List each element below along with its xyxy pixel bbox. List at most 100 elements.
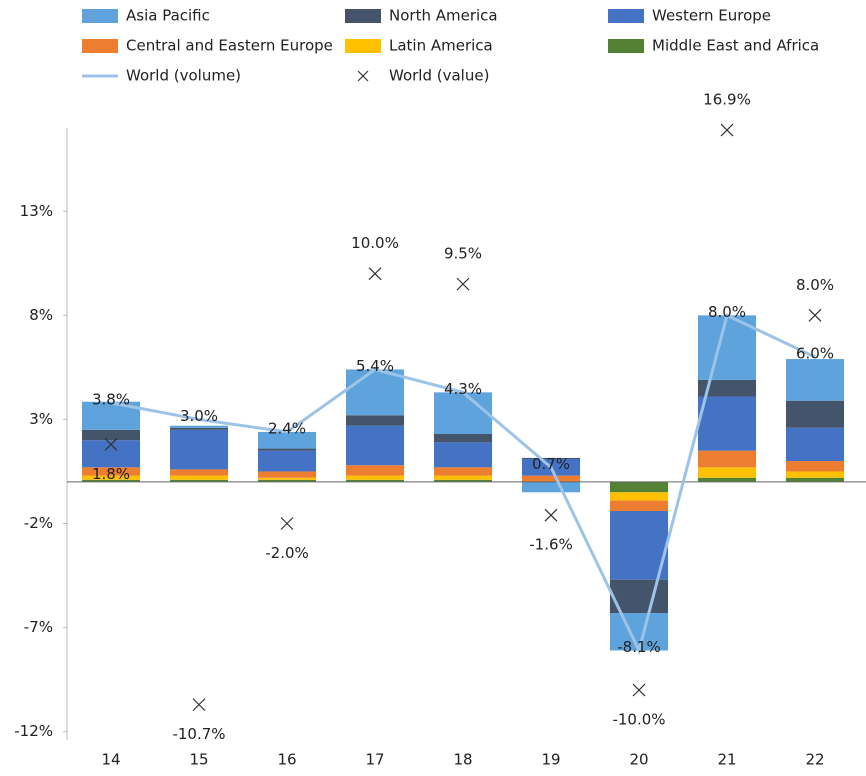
legend-label: Western Europe bbox=[652, 7, 771, 25]
y-tick-label: -12% bbox=[14, 722, 53, 740]
bar-segment bbox=[345, 479, 405, 482]
legend-label: Middle East and Africa bbox=[652, 37, 819, 55]
legend-label: World (volume) bbox=[126, 67, 241, 85]
bar-segment bbox=[433, 479, 493, 482]
x-tick-label: 20 bbox=[629, 751, 648, 769]
volume-label: 4.3% bbox=[444, 380, 482, 398]
bar-segment bbox=[521, 475, 581, 482]
bar-segment bbox=[433, 434, 493, 443]
value-marker bbox=[104, 437, 118, 451]
bar-segment bbox=[345, 475, 405, 480]
x-tick-label: 22 bbox=[805, 751, 824, 769]
volume-label: 6.0% bbox=[796, 344, 834, 362]
bar-segment bbox=[345, 369, 405, 416]
bar-segment bbox=[785, 359, 845, 401]
bar-segment bbox=[609, 613, 669, 651]
value-label: -10.0% bbox=[612, 711, 665, 729]
volume-label: 8.0% bbox=[708, 303, 746, 321]
legend-label: Asia Pacific bbox=[126, 7, 210, 25]
bar-segment bbox=[785, 400, 845, 428]
value-marker bbox=[192, 698, 206, 712]
bar-segment bbox=[257, 450, 317, 472]
volume-label: -8.1% bbox=[617, 638, 661, 656]
bar-segment bbox=[433, 475, 493, 480]
bar-segment bbox=[169, 429, 229, 470]
bar-segment bbox=[345, 465, 405, 476]
value-label: -2.0% bbox=[265, 544, 309, 562]
volume-label: 3.8% bbox=[92, 390, 130, 408]
x-tick-label: 17 bbox=[365, 751, 384, 769]
line bbox=[110, 313, 816, 655]
bar-segment bbox=[257, 431, 317, 449]
legend-label: North America bbox=[389, 7, 498, 25]
legend-label: Latin America bbox=[389, 37, 493, 55]
bar-segment bbox=[169, 479, 229, 482]
x-tick-label: 15 bbox=[189, 751, 208, 769]
y-tick-label: 13% bbox=[20, 202, 53, 220]
x-tick-label: 18 bbox=[453, 751, 472, 769]
bar-segment bbox=[257, 477, 317, 480]
y-tick-label: -7% bbox=[24, 618, 53, 636]
legend-swatch bbox=[82, 9, 118, 23]
bar-segment bbox=[521, 481, 581, 493]
legend-swatch bbox=[345, 9, 381, 23]
bar-segment bbox=[785, 427, 845, 462]
bar-segment bbox=[81, 475, 141, 480]
bar-segment bbox=[609, 481, 669, 493]
y-tick-label: -2% bbox=[24, 514, 53, 532]
bar-segment bbox=[433, 392, 493, 434]
bar-segment bbox=[697, 477, 757, 482]
bar-segment bbox=[433, 442, 493, 468]
value-marker bbox=[632, 683, 646, 697]
bar-segment bbox=[785, 477, 845, 482]
bar-segment bbox=[169, 475, 229, 480]
legend-swatch bbox=[608, 39, 644, 53]
bar-segment bbox=[169, 469, 229, 476]
legend-label: World (value) bbox=[389, 67, 489, 85]
bar-segment bbox=[609, 492, 669, 501]
value-marker bbox=[544, 508, 558, 522]
value-label: 16.9% bbox=[703, 91, 751, 109]
x-tick-label: 14 bbox=[101, 751, 120, 769]
bar-segment bbox=[785, 471, 845, 478]
bar-segment bbox=[521, 457, 581, 459]
bar-segment bbox=[257, 471, 317, 478]
value-label: 10.0% bbox=[351, 234, 399, 252]
legend-marker bbox=[357, 70, 369, 82]
value-label: 9.5% bbox=[444, 245, 482, 263]
bar-segment bbox=[697, 450, 757, 468]
volume-label: 0.7% bbox=[532, 455, 570, 473]
bar-segment bbox=[169, 425, 229, 428]
value-marker bbox=[456, 277, 470, 291]
value-marker bbox=[808, 308, 822, 322]
volume-label: 3.0% bbox=[180, 407, 218, 425]
y-tick-label: 3% bbox=[29, 410, 53, 428]
legend-swatch bbox=[608, 9, 644, 23]
bar-segment bbox=[697, 379, 757, 397]
bar-segment bbox=[433, 467, 493, 476]
bar-segment bbox=[697, 396, 757, 451]
value-marker bbox=[280, 517, 294, 530]
bar-segment bbox=[257, 479, 317, 482]
x-tick-label: 19 bbox=[541, 751, 560, 769]
value-label: -1.6% bbox=[529, 536, 573, 554]
value-label: 1.8% bbox=[92, 465, 130, 483]
bar-segment bbox=[81, 479, 141, 482]
legend-swatch bbox=[345, 39, 381, 53]
value-marker bbox=[720, 123, 734, 137]
legend-swatch bbox=[82, 39, 118, 53]
value-marker bbox=[368, 267, 382, 281]
bar-segment bbox=[609, 511, 669, 580]
bar-segment bbox=[81, 429, 141, 441]
volume-label: 2.4% bbox=[268, 419, 306, 437]
bar-segment bbox=[169, 427, 229, 430]
legend-label: Central and Eastern Europe bbox=[126, 37, 333, 55]
bar-segment bbox=[609, 500, 669, 512]
bar-segment bbox=[81, 467, 141, 476]
bar-segment bbox=[345, 415, 405, 426]
bar-segment bbox=[345, 425, 405, 466]
value-label: 8.0% bbox=[796, 276, 834, 294]
bar-segment bbox=[697, 467, 757, 478]
volume-label: 5.4% bbox=[356, 357, 394, 375]
y-tick-label: 8% bbox=[29, 306, 53, 324]
